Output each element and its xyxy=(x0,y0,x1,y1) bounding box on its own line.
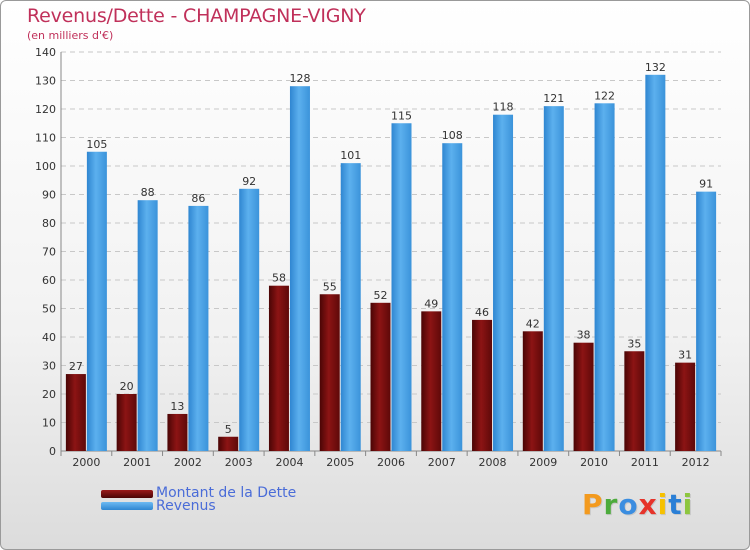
data-label-revenus-2003: 92 xyxy=(242,175,256,188)
bar-dette-2009 xyxy=(522,331,543,451)
x-tick-label-2010: 2010 xyxy=(580,456,608,469)
legend-swatch-revenus xyxy=(101,502,153,510)
logo-letter: i xyxy=(682,488,694,521)
bar-dette-2003 xyxy=(218,436,239,451)
bar-dette-2001 xyxy=(116,394,137,451)
chart-title: Revenus/Dette - CHAMPAGNE-VIGNY xyxy=(27,5,366,27)
y-tick-label-80: 80 xyxy=(42,217,56,230)
data-label-revenus-2011: 132 xyxy=(645,61,666,74)
legend-label-debt: Montant de la Dette xyxy=(156,485,297,501)
x-tick-label-2011: 2011 xyxy=(631,456,659,469)
bar-revenus-2001 xyxy=(137,200,158,451)
x-tick-label-2000: 2000 xyxy=(72,456,100,469)
bar-dette-2002 xyxy=(167,413,188,451)
x-tick-label-2004: 2004 xyxy=(275,456,303,469)
chart-subtitle: (en milliers d'€) xyxy=(27,29,114,42)
data-label-revenus-2009: 121 xyxy=(543,92,564,105)
data-label-dette-2010: 38 xyxy=(577,329,591,342)
data-label-revenus-2007: 108 xyxy=(442,129,463,142)
logo-letter: x xyxy=(638,488,658,521)
y-tick-label-90: 90 xyxy=(42,189,56,202)
x-tick-label-2012: 2012 xyxy=(682,456,710,469)
bar-revenus-2006 xyxy=(391,123,412,451)
bar-dette-2005 xyxy=(319,294,340,451)
data-label-revenus-2004: 128 xyxy=(289,72,310,85)
x-tick-label-2003: 2003 xyxy=(225,456,253,469)
x-tick-label-2005: 2005 xyxy=(326,456,354,469)
x-tick-label-2001: 2001 xyxy=(123,456,151,469)
data-label-dette-2002: 13 xyxy=(170,400,184,413)
legend-swatch-debt xyxy=(101,490,153,498)
y-tick-label-140: 140 xyxy=(35,46,56,59)
data-label-revenus-2010: 122 xyxy=(594,89,615,102)
bar-revenus-2003 xyxy=(239,188,260,452)
bar-revenus-2009 xyxy=(543,106,564,452)
y-tick-label-40: 40 xyxy=(42,331,56,344)
bar-dette-2006 xyxy=(370,302,391,451)
y-tick-label-20: 20 xyxy=(42,388,56,401)
bar-dette-2004 xyxy=(268,285,289,451)
bar-revenus-2007 xyxy=(442,143,463,451)
data-label-dette-2001: 20 xyxy=(120,380,134,393)
data-label-revenus-2008: 118 xyxy=(493,101,514,114)
y-tick-label-10: 10 xyxy=(42,417,56,430)
y-tick-label-70: 70 xyxy=(42,246,56,259)
data-label-dette-2000: 27 xyxy=(69,360,83,373)
bar-dette-2000 xyxy=(65,374,86,451)
bar-revenus-2005 xyxy=(340,163,361,451)
bar-dette-2012 xyxy=(675,362,696,451)
y-tick-label-30: 30 xyxy=(42,360,56,373)
x-tick-label-2002: 2002 xyxy=(174,456,202,469)
data-label-revenus-2012: 91 xyxy=(699,178,713,191)
y-tick-label-120: 120 xyxy=(35,103,56,116)
y-tick-label-0: 0 xyxy=(49,445,56,458)
logo-letter: i xyxy=(657,488,669,521)
bar-dette-2007 xyxy=(421,311,442,451)
logo-letter: o xyxy=(618,488,639,521)
data-label-dette-2012: 31 xyxy=(678,349,692,362)
data-label-revenus-2006: 115 xyxy=(391,109,412,122)
bar-revenus-2004 xyxy=(289,86,310,451)
bar-dette-2010 xyxy=(573,342,594,451)
x-tick-label-2009: 2009 xyxy=(529,456,557,469)
y-tick-label-100: 100 xyxy=(35,160,56,173)
bar-revenus-2000 xyxy=(86,151,107,451)
bar-revenus-2011 xyxy=(645,74,666,452)
bar-revenus-2010 xyxy=(594,103,615,452)
y-tick-label-60: 60 xyxy=(42,274,56,287)
legend-label-revenus: Revenus xyxy=(156,498,216,514)
x-tick-label-2007: 2007 xyxy=(428,456,456,469)
data-label-dette-2003: 5 xyxy=(225,423,232,436)
data-label-revenus-2002: 86 xyxy=(191,192,205,205)
data-label-revenus-2000: 105 xyxy=(86,138,107,151)
logo-letter: r xyxy=(603,488,619,521)
logo-letter: t xyxy=(668,488,683,521)
data-label-revenus-2001: 88 xyxy=(141,186,155,199)
bar-dette-2008 xyxy=(472,319,493,451)
data-label-dette-2007: 49 xyxy=(424,297,438,310)
x-tick-label-2008: 2008 xyxy=(479,456,507,469)
data-label-dette-2004: 58 xyxy=(272,272,286,285)
y-tick-label-110: 110 xyxy=(35,132,56,145)
bar-dette-2011 xyxy=(624,351,645,451)
bar-revenus-2008 xyxy=(493,114,514,451)
data-label-dette-2005: 55 xyxy=(323,280,337,293)
data-label-dette-2011: 35 xyxy=(627,337,641,350)
proxiti-logo: Proxiti xyxy=(582,488,693,521)
x-tick-label-2006: 2006 xyxy=(377,456,405,469)
bar-revenus-2012 xyxy=(696,191,717,451)
data-label-dette-2009: 42 xyxy=(526,317,540,330)
y-tick-label-50: 50 xyxy=(42,303,56,316)
logo-letter: P xyxy=(582,488,604,521)
data-label-dette-2008: 46 xyxy=(475,306,489,319)
data-label-dette-2006: 52 xyxy=(374,289,388,302)
y-tick-label-130: 130 xyxy=(35,75,56,88)
data-label-revenus-2005: 101 xyxy=(340,149,361,162)
bar-revenus-2002 xyxy=(188,205,209,451)
